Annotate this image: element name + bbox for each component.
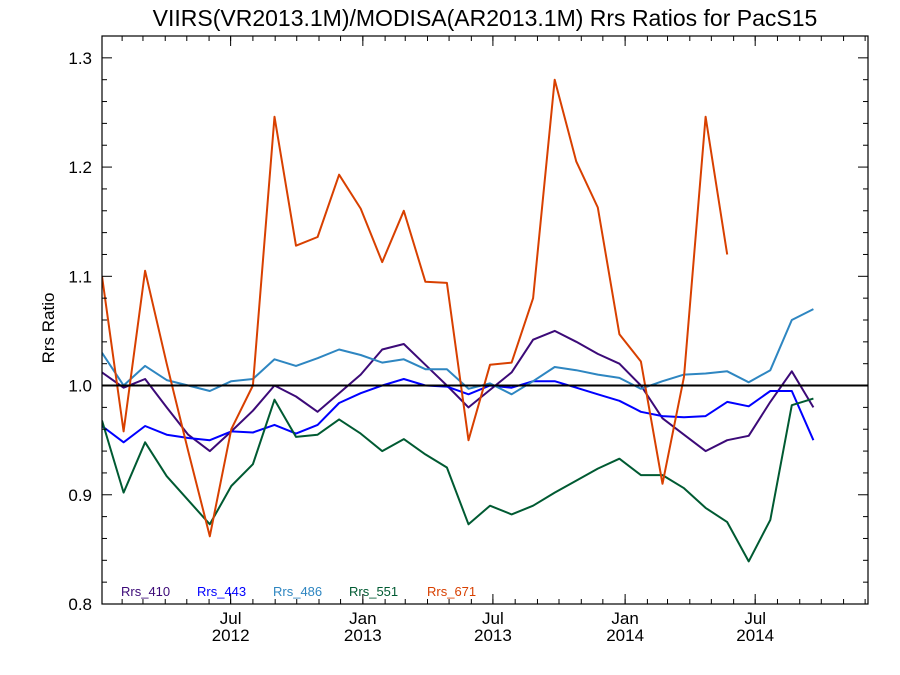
y-axis-label: Rrs Ratio (39, 293, 58, 364)
legend-item-rrs-551: Rrs_551 (349, 584, 398, 599)
x-tick-label-month: Jan (349, 609, 376, 628)
series-line-rrs-551 (102, 397, 814, 563)
x-tick-label-month: Jul (220, 609, 242, 628)
plot-area: 0.80.91.01.11.21.3Jul2012Jan2013Jul2013J… (68, 35, 869, 645)
chart-title: VIIRS(VR2013.1M)/MODISA(AR2013.1M) Rrs R… (153, 5, 818, 31)
series-line-rrs-443 (102, 378, 815, 444)
x-tick-label-year: 2012 (212, 626, 250, 645)
y-tick-label: 1.2 (68, 158, 92, 177)
y-tick-label: 0.9 (68, 486, 92, 505)
y-tick-label: 0.8 (68, 595, 92, 614)
x-tick-label-month: Jan (611, 609, 638, 628)
series-line-rrs-410 (102, 329, 815, 453)
x-tick-label-year: 2014 (736, 626, 774, 645)
legend-item-rrs-671: Rrs_671 (427, 584, 476, 599)
x-tick-label-year: 2014 (606, 626, 644, 645)
y-tick-label: 1.3 (68, 49, 92, 68)
x-tick-label-month: Jul (482, 609, 504, 628)
y-tick-label: 1.1 (68, 267, 92, 286)
series-line-rrs-486 (102, 308, 814, 396)
legend-item-rrs-410: Rrs_410 (121, 584, 170, 599)
x-tick-label-month: Jul (744, 609, 766, 628)
legend-item-rrs-486: Rrs_486 (273, 584, 322, 599)
x-tick-label-year: 2013 (474, 626, 512, 645)
series-line-rrs-671 (102, 78, 729, 538)
legend-item-rrs-443: Rrs_443 (197, 584, 246, 599)
x-tick-label-year: 2013 (344, 626, 382, 645)
y-tick-label: 1.0 (68, 377, 92, 396)
plot-frame (101, 35, 869, 605)
